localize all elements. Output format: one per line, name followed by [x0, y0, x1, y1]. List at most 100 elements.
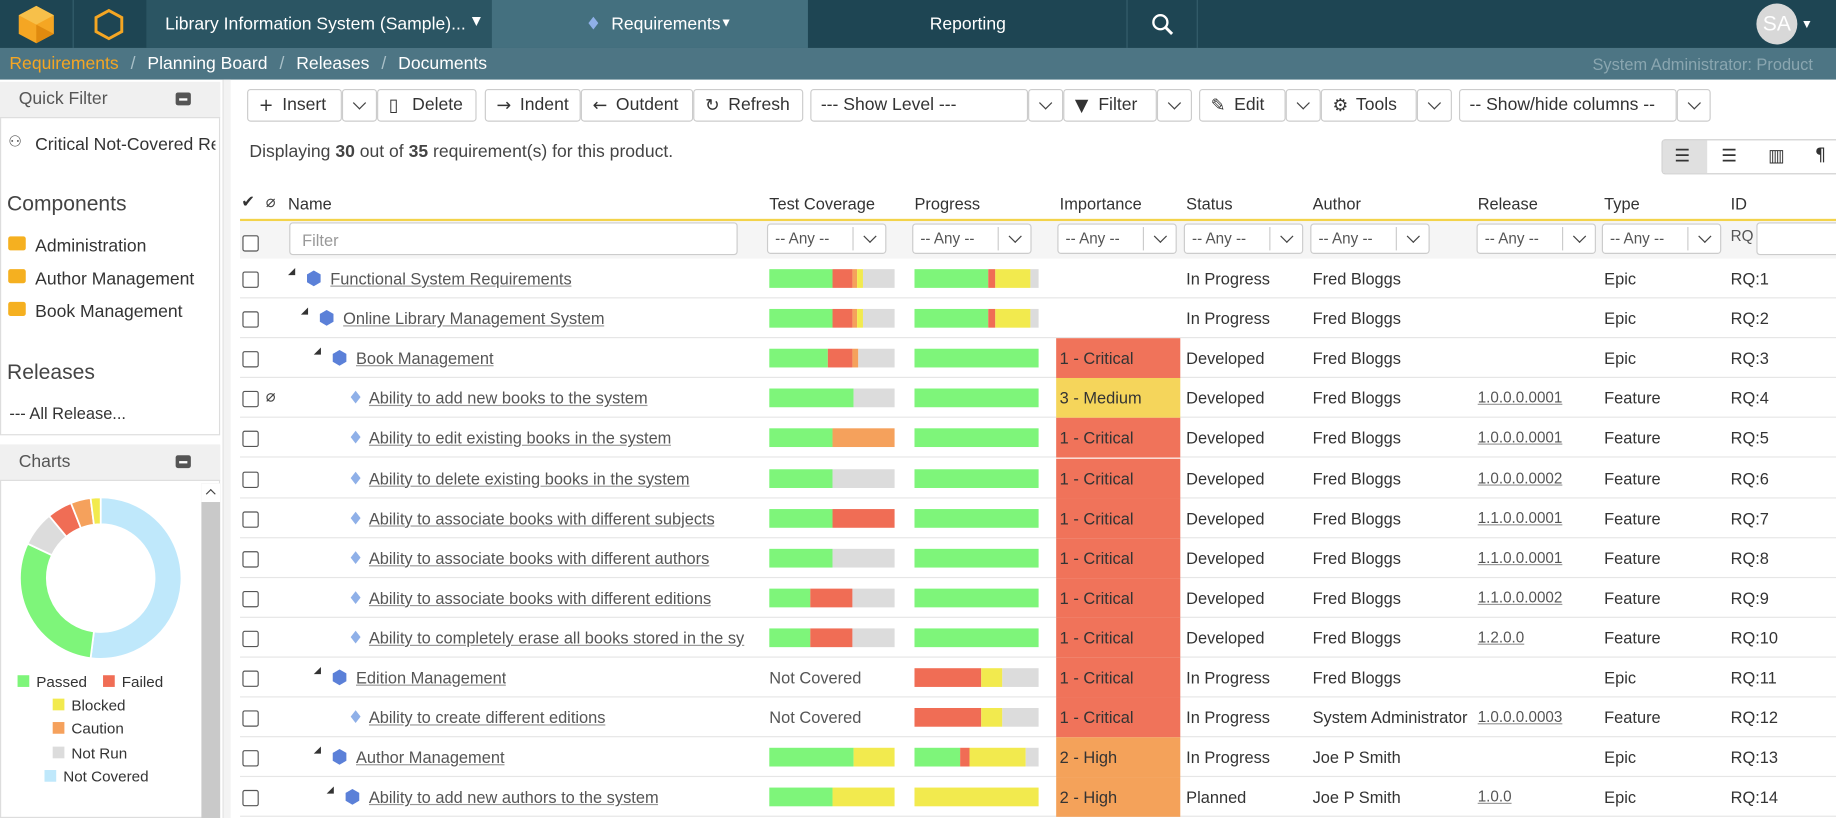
release-link[interactable]: 1.0.0.0.0001 [1478, 429, 1563, 447]
dropdown-toggle[interactable] [1417, 89, 1452, 122]
filter-select[interactable]: -- Any -- [1477, 224, 1596, 254]
filter-select[interactable]: -- Any -- [1310, 224, 1429, 254]
dropdown-toggle[interactable] [1157, 89, 1192, 122]
reporting-tab[interactable]: Reporting [808, 0, 1128, 48]
release-link[interactable]: 1.1.0.0.0001 [1478, 548, 1563, 566]
id-filter[interactable] [1756, 222, 1836, 255]
column-header[interactable]: Release [1478, 194, 1538, 213]
select[interactable]: -- Show/hide columns -- [1459, 89, 1677, 122]
logo[interactable] [16, 5, 56, 45]
collapse-button[interactable] [176, 455, 191, 468]
filter-select[interactable]: -- Any -- [1057, 224, 1176, 254]
requirement-name[interactable]: Functional System Requirements [330, 269, 571, 288]
breadcrumb[interactable]: Releases [296, 54, 369, 74]
breadcrumb[interactable]: Requirements [9, 54, 118, 74]
scrollbar[interactable] [201, 483, 220, 818]
splitter[interactable] [222, 80, 230, 818]
requirement-name[interactable]: Ability to create different editions [369, 708, 606, 727]
dropdown-toggle[interactable] [1028, 89, 1063, 122]
product-menu[interactable]: Library Information System (Sample)... ▼ [146, 0, 491, 48]
release-link[interactable]: 1.2.0.0 [1478, 628, 1525, 646]
column-header[interactable]: Importance [1060, 194, 1142, 213]
checkbox[interactable] [242, 710, 258, 726]
requirement-name[interactable]: Ability to associate books with differen… [369, 548, 709, 567]
collapse-button[interactable] [176, 92, 191, 105]
filter-select[interactable]: -- Any -- [1184, 224, 1303, 254]
checkbox[interactable] [242, 235, 258, 251]
requirement-name[interactable]: Book Management [356, 349, 494, 368]
expander[interactable]: ◢ [314, 744, 321, 755]
filter-select[interactable]: -- Any -- [912, 224, 1031, 254]
toolbar-button[interactable]: →Indent [485, 89, 581, 122]
component[interactable]: Book Management [35, 302, 182, 322]
checkbox[interactable] [242, 750, 258, 766]
requirement-name[interactable]: Ability to delete existing books in the … [369, 469, 690, 488]
expander[interactable]: ◢ [327, 784, 334, 795]
toolbar-button[interactable]: ←Outdent [581, 89, 693, 122]
checkbox[interactable] [242, 671, 258, 687]
view-board[interactable]: ▥ [1768, 145, 1785, 166]
column-header[interactable]: Author [1313, 194, 1361, 213]
component[interactable]: Administration [35, 236, 146, 256]
dropdown-toggle[interactable] [1286, 89, 1321, 122]
toolbar-button[interactable]: ▼Filter [1063, 89, 1157, 122]
toolbar-button[interactable]: +Insert [247, 89, 342, 122]
requirement-name[interactable]: Ability to completely erase all books st… [369, 628, 744, 647]
view-list[interactable]: ☰ [1721, 145, 1737, 166]
column-header[interactable]: Type [1604, 194, 1640, 213]
avatar[interactable]: SA [1756, 4, 1797, 45]
toolbar-button[interactable]: ⚙Tools [1321, 89, 1417, 122]
release[interactable]: --- All Release... [9, 404, 126, 423]
checkbox[interactable] [242, 551, 258, 567]
column-header[interactable]: Status [1186, 194, 1232, 213]
checkbox[interactable] [242, 471, 258, 487]
requirement-name[interactable]: Author Management [356, 748, 505, 767]
checkbox[interactable] [242, 631, 258, 647]
checkbox[interactable] [242, 271, 258, 287]
release-link[interactable]: 1.0.0.0.0003 [1478, 708, 1563, 726]
requirements-tab[interactable]: ♦ Requirements ▼ [492, 0, 808, 48]
expander[interactable]: ◢ [288, 266, 295, 277]
requirement-name[interactable]: Ability to associate books with differen… [369, 588, 711, 607]
checkbox[interactable] [242, 511, 258, 527]
column-header[interactable]: Test Coverage [769, 194, 875, 213]
requirement-name[interactable]: Ability to associate books with differen… [369, 509, 715, 528]
breadcrumb[interactable]: Planning Board [147, 54, 267, 74]
requirement-name[interactable]: Edition Management [356, 668, 506, 687]
column-header[interactable]: Name [288, 194, 332, 213]
workspace-icon[interactable] [94, 8, 124, 41]
component[interactable]: Author Management [35, 269, 194, 289]
release-link[interactable]: 1.0.0 [1478, 788, 1512, 806]
expander[interactable]: ◢ [314, 345, 321, 356]
requirement-name[interactable]: Ability to add new books to the system [369, 389, 648, 408]
dropdown-toggle[interactable] [1677, 89, 1711, 122]
search-button[interactable] [1151, 13, 1174, 36]
checkbox[interactable] [242, 790, 258, 806]
expander[interactable]: ◢ [301, 306, 308, 317]
quick-filter[interactable]: Critical Not-Covered Re [35, 135, 215, 155]
checkbox[interactable] [242, 391, 258, 407]
column-header[interactable]: ID [1731, 194, 1747, 213]
requirement-name[interactable]: Online Library Management System [343, 309, 604, 328]
scroll-up[interactable] [201, 483, 220, 502]
requirement-name[interactable]: Ability to add new authors to the system [369, 788, 659, 807]
filter-select[interactable]: -- Any -- [1602, 224, 1721, 254]
checkbox[interactable] [242, 351, 258, 367]
filter-input[interactable]: Filter [289, 222, 737, 255]
view-document[interactable]: ¶ [1815, 144, 1826, 165]
breadcrumb[interactable]: Documents [398, 54, 487, 74]
toolbar-button[interactable]: ▯Delete [377, 89, 477, 122]
select[interactable]: --- Show Level --- [810, 89, 1028, 122]
requirement-name[interactable]: Ability to edit existing books in the sy… [369, 429, 671, 448]
release-link[interactable]: 1.0.0.0.0002 [1478, 469, 1563, 487]
expander[interactable]: ◢ [314, 665, 321, 676]
release-link[interactable]: 1.1.0.0.0002 [1478, 588, 1563, 606]
release-link[interactable]: 1.0.0.0.0001 [1478, 389, 1563, 407]
checkbox[interactable] [242, 591, 258, 607]
checkbox[interactable] [242, 431, 258, 447]
toolbar-button[interactable]: ✎Edit [1199, 89, 1286, 122]
checkbox[interactable] [242, 311, 258, 327]
column-header[interactable]: Progress [914, 194, 980, 213]
toolbar-button[interactable]: ↻Refresh [693, 89, 803, 122]
release-link[interactable]: 1.1.0.0.0001 [1478, 509, 1563, 527]
